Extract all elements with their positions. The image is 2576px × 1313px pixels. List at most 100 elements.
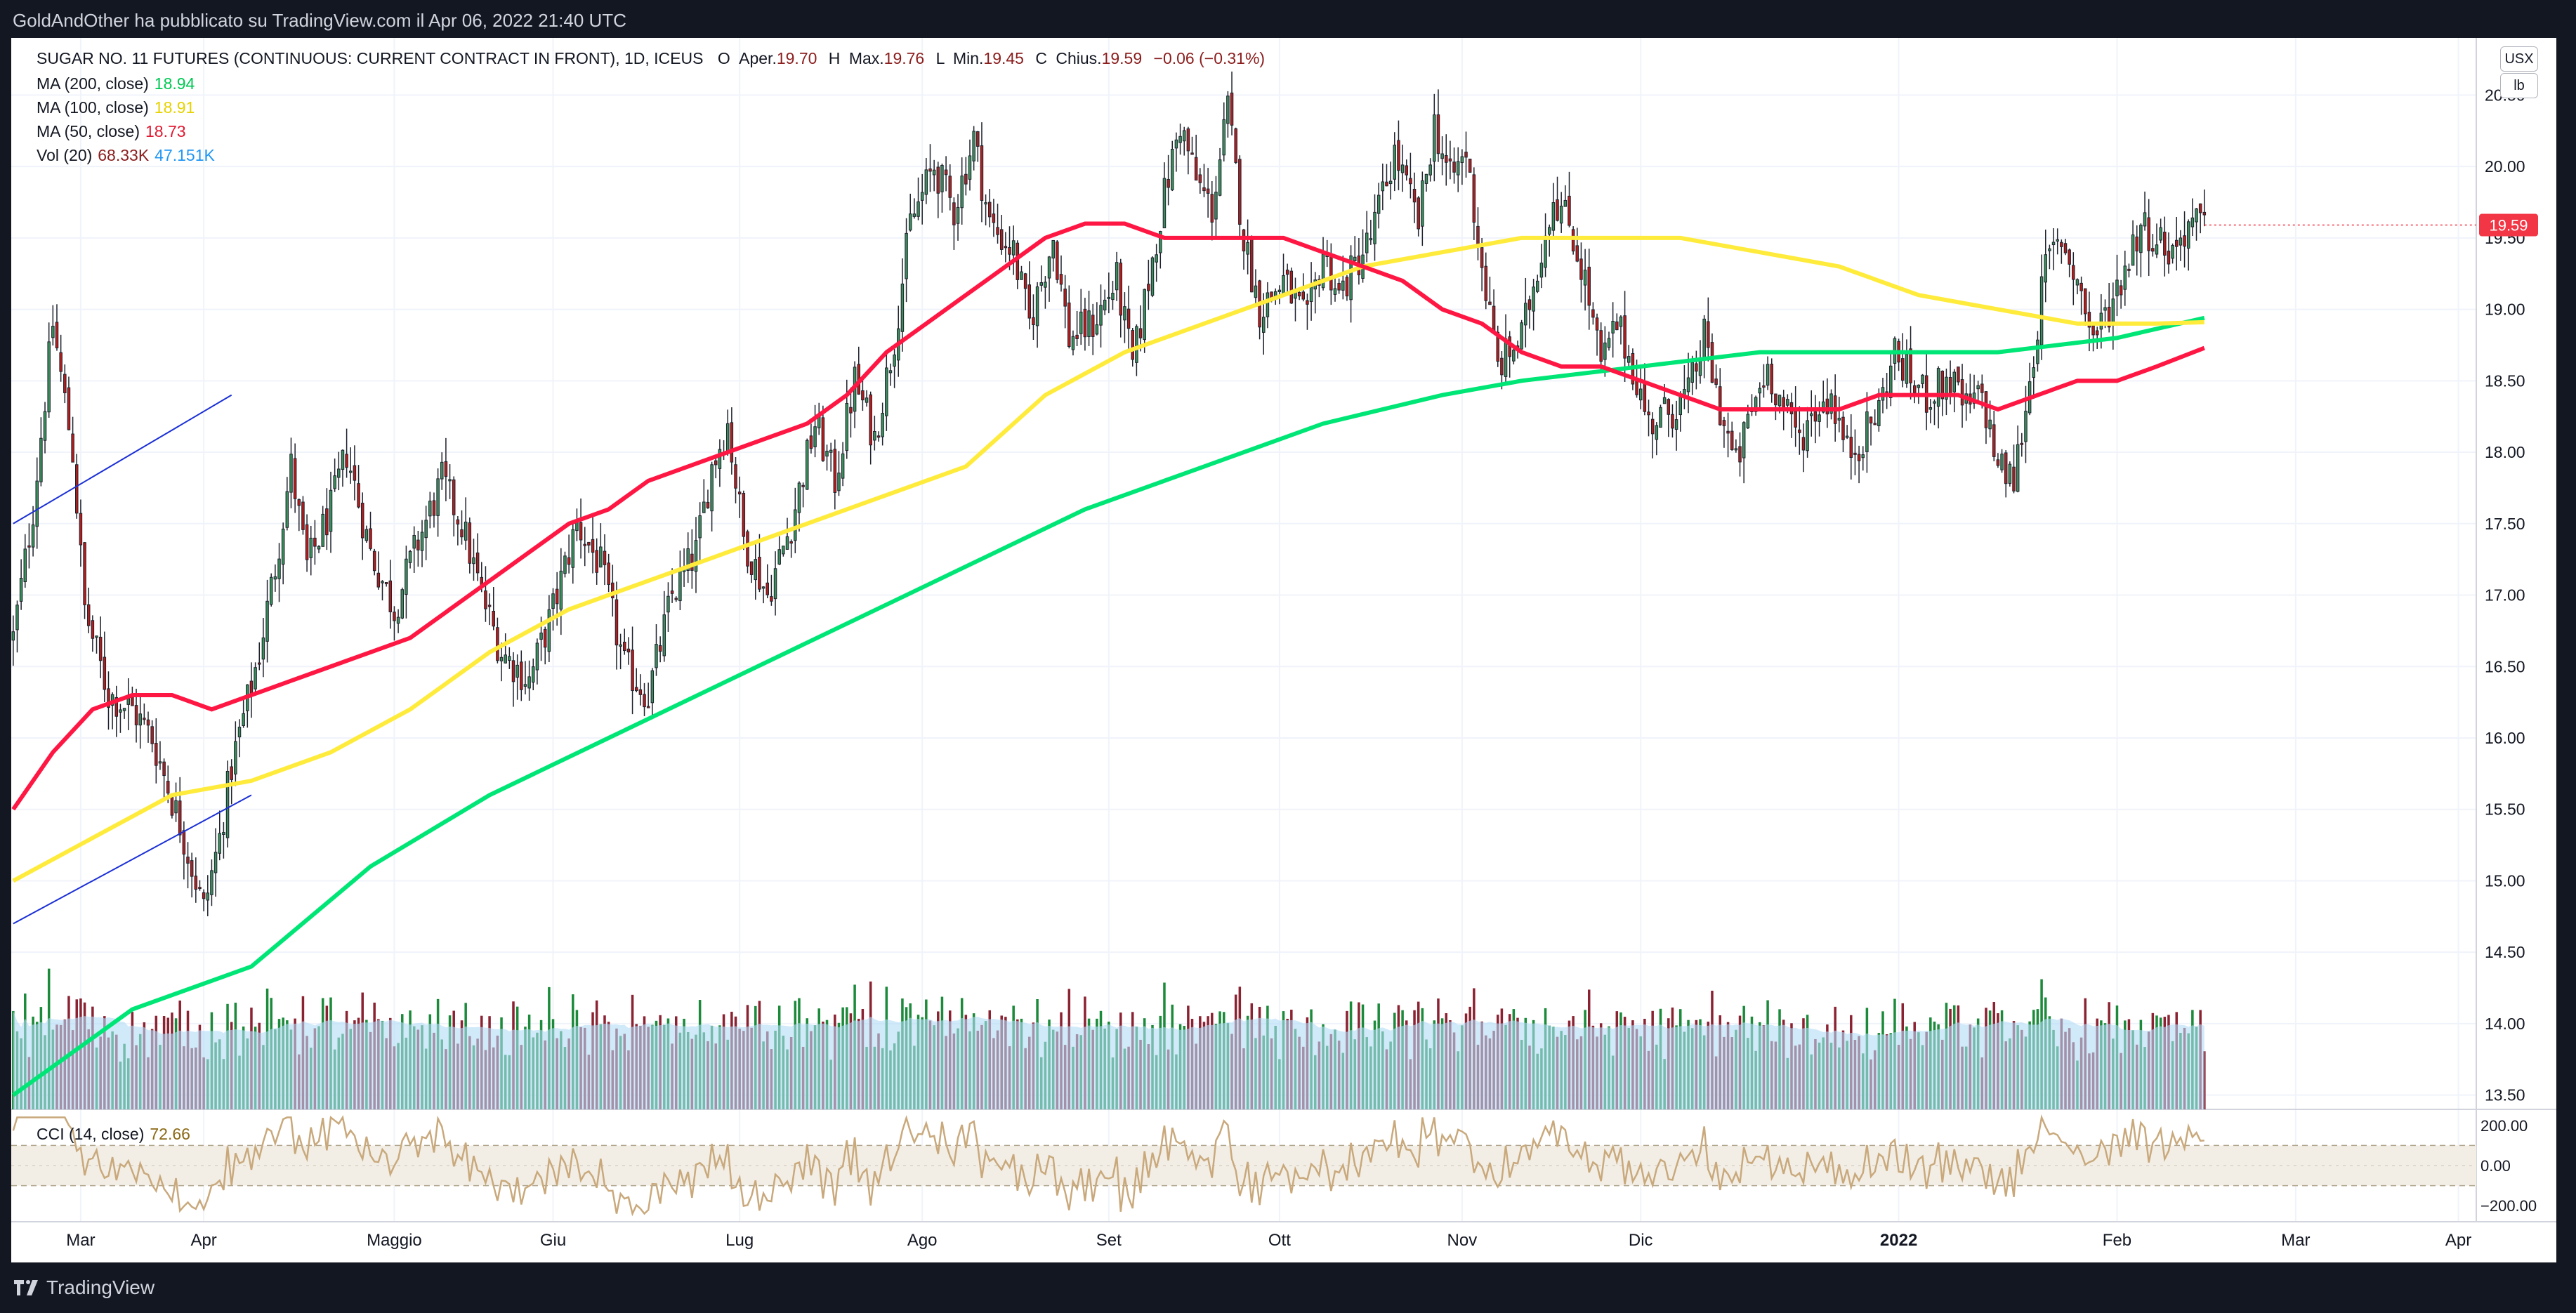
time-tick-label: Apr <box>190 1231 216 1250</box>
candle-body <box>146 719 150 726</box>
candle-body <box>1627 356 1631 363</box>
legend-ma100[interactable]: MA (100, close) 18.91 <box>37 98 195 117</box>
legend-volume[interactable]: Vol (20) 68.33K 47.151K <box>37 146 215 165</box>
ma50-value: 18.73 <box>145 122 186 140</box>
candle <box>59 334 63 382</box>
candle-body <box>1059 274 1063 285</box>
candle-body <box>2087 312 2091 328</box>
legend-ma200[interactable]: MA (200, close) 18.94 <box>37 74 195 93</box>
candle-body <box>254 667 257 690</box>
candle-body <box>1282 275 1285 295</box>
candle <box>487 593 492 626</box>
candle-body <box>1853 452 1857 455</box>
candle-body <box>2084 288 2087 315</box>
candle <box>43 402 47 454</box>
candle <box>2183 211 2186 268</box>
candle <box>1472 167 1476 240</box>
candle-body <box>607 562 610 585</box>
candle <box>1294 277 1297 322</box>
candle-body <box>1266 292 1270 317</box>
candle <box>1250 235 1254 293</box>
price-tick-label: 17.00 <box>2485 586 2525 605</box>
candle <box>924 157 928 204</box>
candle <box>940 163 944 213</box>
candle <box>1056 240 1059 284</box>
candle-body <box>1131 330 1134 360</box>
candle-body <box>1527 299 1532 310</box>
candle-body <box>1873 423 1877 425</box>
time-tick-label: Mar <box>2281 1231 2310 1250</box>
legend-cci[interactable]: CCI (14, close) 72.66 <box>37 1125 190 1144</box>
candle-body <box>43 411 47 441</box>
candle-body <box>333 475 336 489</box>
candle-body <box>794 509 797 541</box>
candle-body <box>1309 286 1313 303</box>
chart-area[interactable]: 20.5020.0019.5019.0018.5018.0017.5017.00… <box>11 38 2556 1262</box>
candle-body <box>198 887 202 890</box>
legend-l-text: Min. <box>952 49 984 67</box>
candle-body <box>523 684 527 687</box>
candle <box>1460 149 1464 185</box>
candle <box>2202 189 2207 227</box>
candle <box>1400 145 1405 192</box>
candle <box>861 376 865 411</box>
candle <box>1174 132 1178 172</box>
candle <box>770 574 773 606</box>
candle <box>1011 225 1016 275</box>
candle <box>420 520 424 567</box>
candle-body <box>1171 148 1174 190</box>
candle-body <box>2151 248 2155 252</box>
candle-body <box>1563 199 1568 207</box>
candle-body <box>1397 140 1400 171</box>
candle-body <box>599 546 603 568</box>
candle-body <box>968 155 972 180</box>
candle-body <box>888 370 893 374</box>
tradingview-icon <box>14 1280 38 1295</box>
time-tick-label: Maggio <box>367 1231 422 1250</box>
currency-button[interactable]: USX <box>2500 46 2538 72</box>
candle-body <box>440 461 444 480</box>
candle <box>484 566 487 622</box>
legend-ohlc: SUGAR NO. 11 FUTURES (CONTINUOUS: CURREN… <box>37 49 1265 68</box>
candle-body <box>900 283 905 332</box>
candle-body <box>2179 237 2183 246</box>
candle <box>932 159 936 192</box>
candle <box>1456 147 1460 192</box>
legend-ma50[interactable]: MA (50, close) 18.73 <box>37 122 186 141</box>
candle <box>396 609 400 633</box>
candle-body <box>325 508 329 536</box>
tradingview-logo[interactable]: TradingView <box>14 1276 155 1299</box>
time-tick-label: Set <box>1096 1231 1122 1250</box>
candle-body <box>754 559 758 581</box>
candle <box>1798 406 1801 455</box>
candle-body <box>1452 161 1456 173</box>
candle <box>329 471 333 553</box>
candle <box>492 587 495 631</box>
unit-button[interactable]: lb <box>2500 73 2538 98</box>
candle-body <box>992 213 996 223</box>
candle <box>725 409 730 456</box>
candle <box>1924 354 1928 430</box>
candle <box>372 548 376 576</box>
candle-body <box>2111 298 2115 326</box>
candle <box>2163 216 2167 277</box>
candle-body <box>1766 364 1770 386</box>
candle-body <box>1436 114 1440 154</box>
legend-c-text: Chius. <box>1056 49 1102 67</box>
candle-body <box>1829 393 1833 414</box>
candle-body <box>1119 263 1123 316</box>
chart-canvas[interactable]: 20.5020.0019.5019.0018.5018.0017.5017.00… <box>11 38 2556 1262</box>
candle-body <box>1285 270 1289 275</box>
candle <box>2060 239 2063 264</box>
candle <box>103 631 107 703</box>
candle-body <box>321 513 324 547</box>
candle <box>202 889 206 911</box>
candle-body <box>432 500 436 516</box>
candle-body <box>511 660 515 682</box>
candle-body <box>119 709 122 713</box>
candle <box>1230 71 1234 136</box>
candle <box>1762 364 1766 398</box>
candle-body <box>1159 231 1162 253</box>
candle <box>381 580 384 601</box>
candle-body <box>833 449 837 493</box>
